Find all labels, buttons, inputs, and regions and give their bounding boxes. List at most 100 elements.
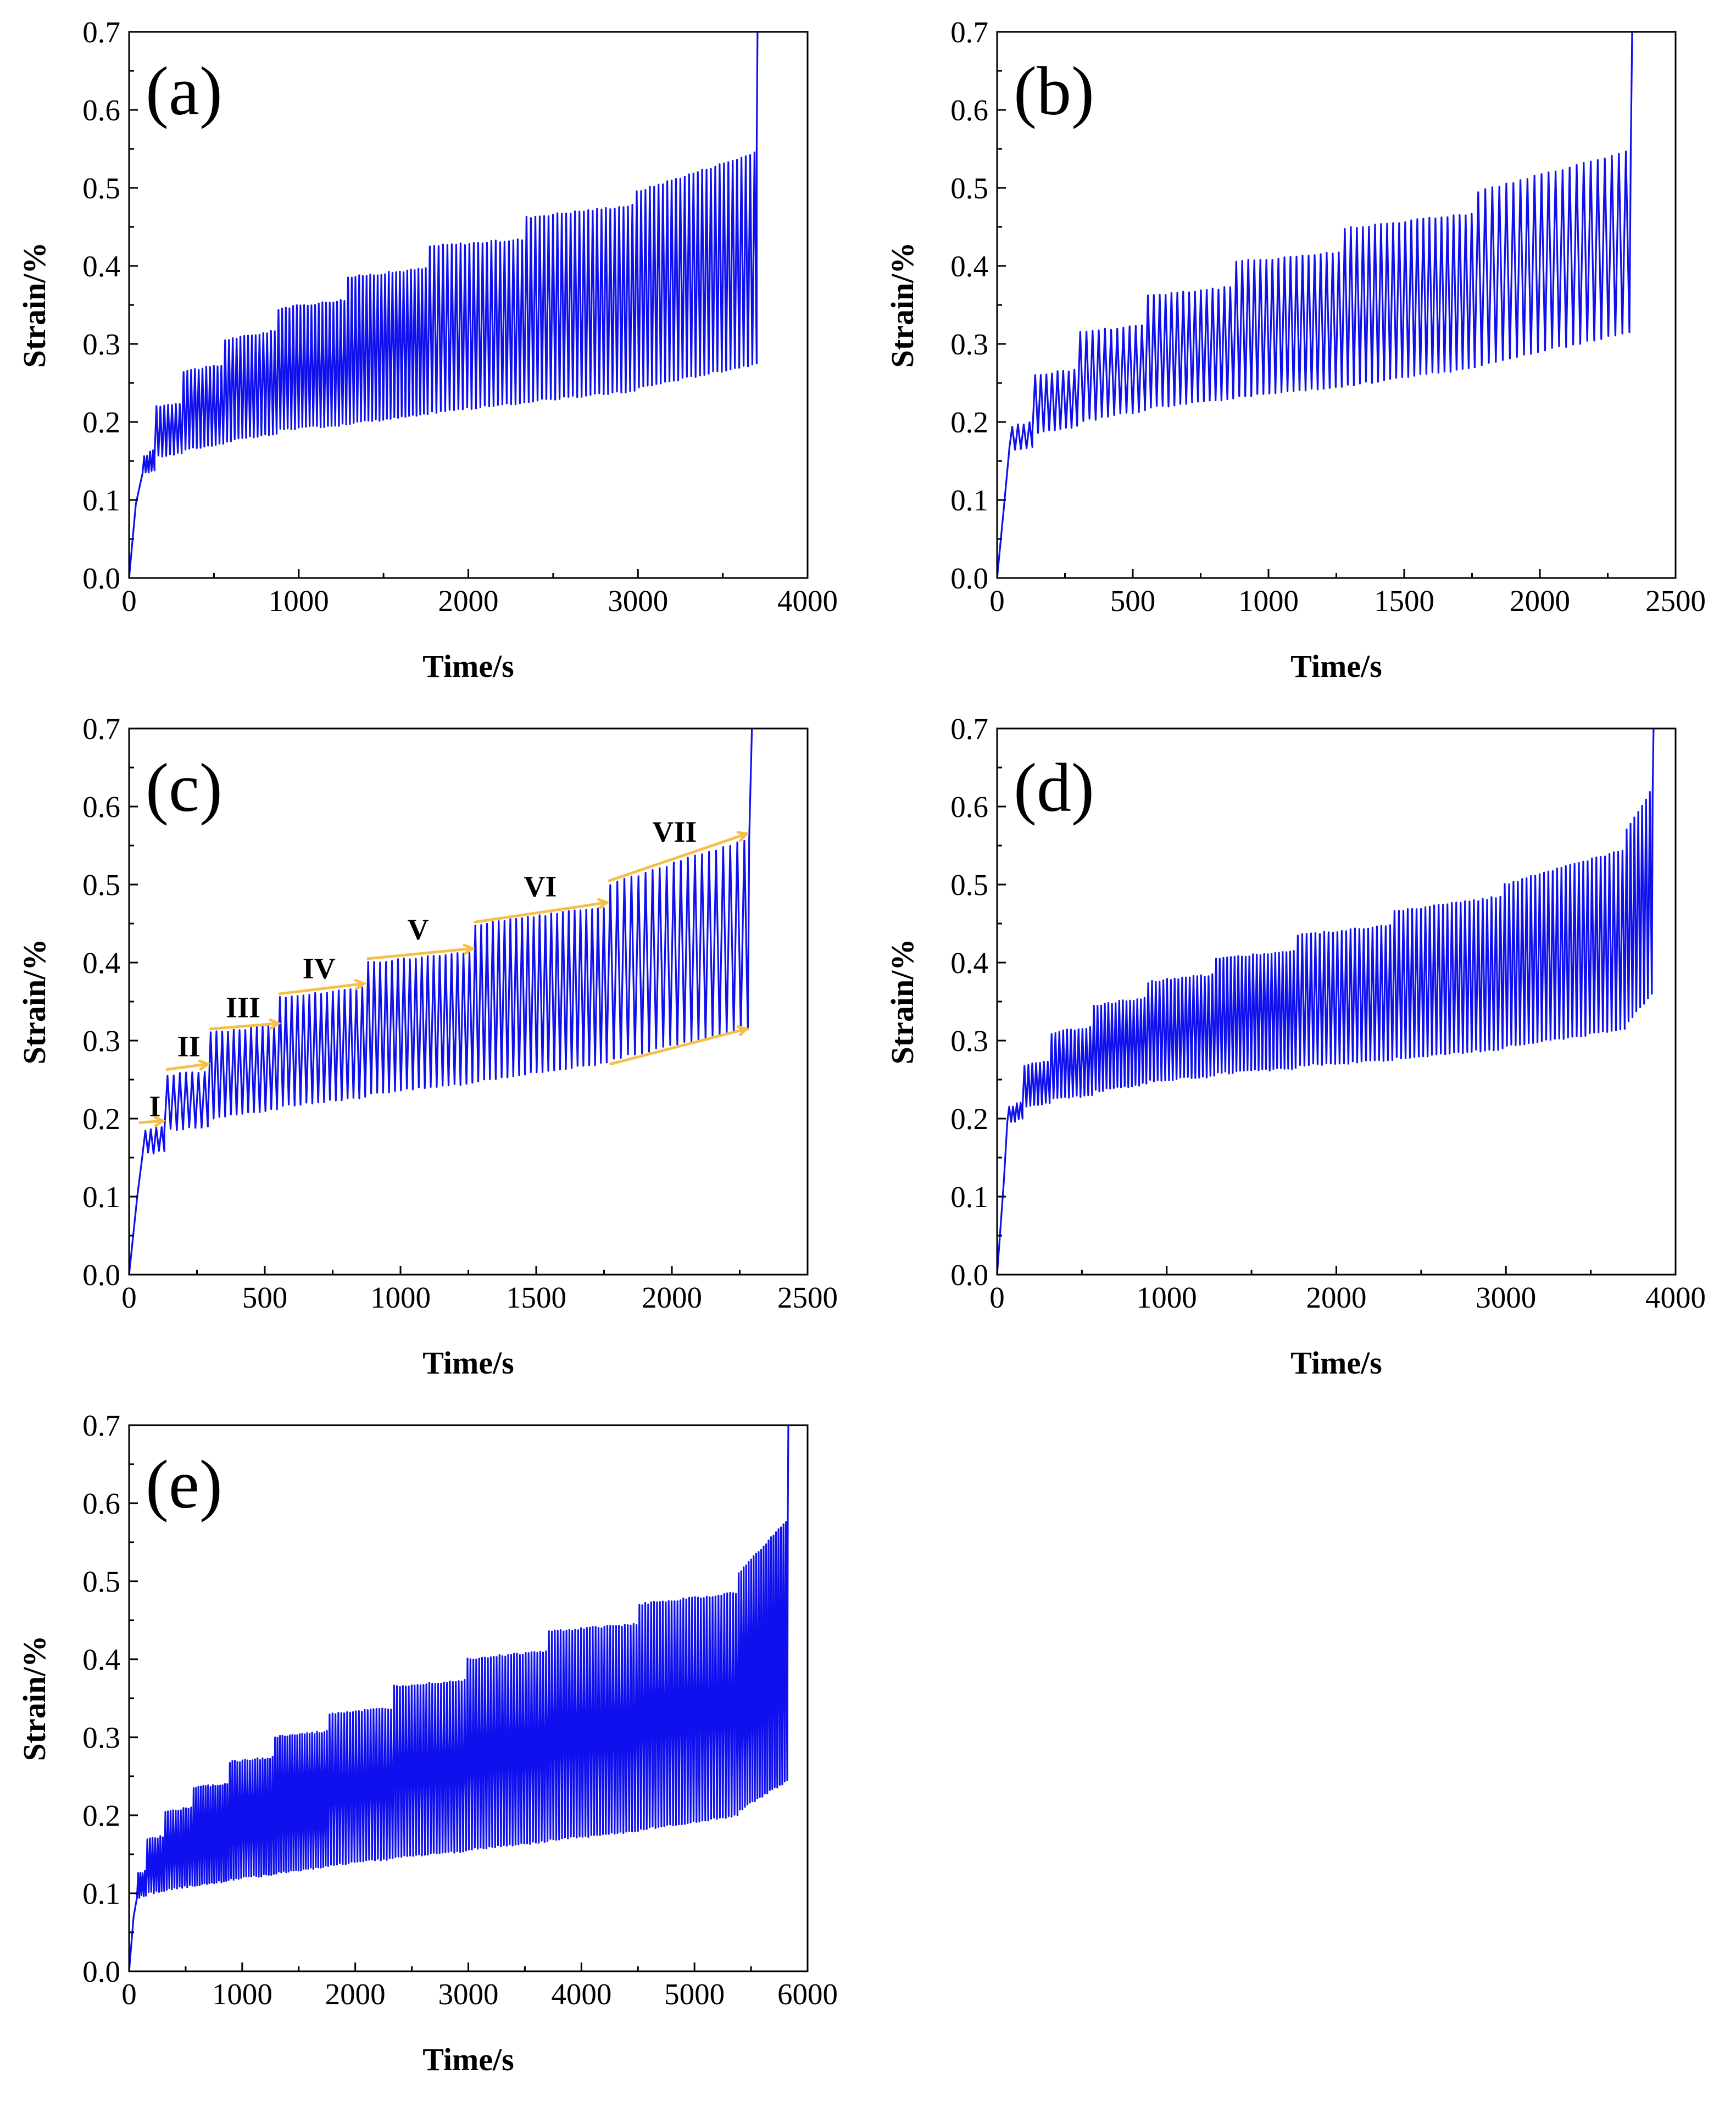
stage-arrow-head [597,898,610,909]
stage-arrow-head [354,979,367,991]
y-tick-label: 0.1 [950,1180,988,1214]
series-group [997,32,1633,578]
stage-label: III [226,991,260,1024]
x-axis-label: Time/s [422,2042,514,2077]
y-tick-label: 0.2 [82,1799,120,1832]
stage-arrow-head [269,1018,281,1030]
stage-arrow-head [198,1059,211,1071]
y-tick-label: 0.5 [82,1565,120,1598]
y-tick-label: 0.6 [82,1487,120,1520]
x-tick-label: 0 [121,584,137,618]
y-tick-label: 0.1 [82,1877,120,1910]
stage-arrow [608,832,748,882]
y-tick-label: 0.0 [950,562,988,595]
y-axis-label: Strain/% [16,242,52,368]
y-tick-label: 0.2 [82,1102,120,1136]
y-tick-label: 0.2 [950,1102,988,1136]
strain-series-line [997,729,1655,1275]
chart-svg-a: 0 1000 2000 3000 4000 0.0 0.1 0.2 0.3 0.4 0.5 0.6 0.… [16,15,838,684]
x-tick-label: 2500 [777,1281,838,1314]
y-tick-label: 0.4 [950,946,988,980]
y-axis-label: Strain/% [16,1636,52,1761]
chart-panel-a: 0 1000 2000 3000 4000 0.0 0.1 0.2 0.3 0.4 0.5 0.6 0.… [0,0,868,697]
strain-series-line [129,1425,789,1971]
strain-series-line [997,32,1633,578]
y-tick-label: 0.0 [82,562,120,595]
chart-svg-e: 0 1000 2000 3000 4000 5000 6000 0.0 0.1 0.2 0.3 0.4… [16,1409,838,2077]
x-axis-label: Time/s [422,1345,514,1381]
y-axis-label: Strain/% [884,242,920,368]
x-tick-label: 2000 [1306,1281,1367,1314]
stage-arrow [609,1027,748,1066]
x-tick-label: 1500 [506,1281,566,1314]
stage-label: VI [524,870,557,903]
x-tick-label: 0 [121,1977,137,2011]
y-tick-label: 0.1 [82,1180,120,1214]
y-tick-label: 0.7 [950,712,988,746]
x-axis-label: Time/s [1290,1345,1382,1381]
y-tick-label: 0.3 [82,327,120,361]
x-tick-label: 1000 [1238,584,1299,618]
y-tick-label: 0.5 [950,868,988,902]
chart-svg-d: 0 1000 2000 3000 4000 0.0 0.1 0.2 0.3 0.4 0.5 0.6 0.… [884,712,1706,1381]
x-tick-label: 4000 [1645,1281,1706,1314]
x-tick-label: 500 [1110,584,1156,618]
x-tick-label: 2000 [1510,584,1570,618]
stage-label: I [149,1090,160,1123]
x-tick-label: 1000 [1137,1281,1197,1314]
stage-arrow-head [463,943,476,955]
y-tick-label: 0.4 [82,1643,120,1676]
stage-arrow [209,1022,280,1031]
x-tick-label: 0 [989,584,1005,618]
panel-label: (c) [146,750,222,826]
panel-label: (b) [1014,53,1094,130]
panel-label: (a) [146,53,222,130]
stage-arrow [138,1119,165,1124]
y-tick-label: 0.6 [82,93,120,127]
y-tick-label: 0.3 [82,1024,120,1058]
y-tick-label: 0.1 [82,483,120,517]
y-tick-label: 0.0 [950,1258,988,1292]
y-tick-label: 0.5 [82,171,120,205]
x-tick-label: 6000 [777,1977,838,2011]
x-axis-label: Time/s [422,648,514,684]
x-tick-label: 4000 [777,584,838,618]
strain-series-line [129,32,759,578]
x-tick-label: 3000 [608,584,668,618]
y-tick-label: 0.0 [82,1258,120,1292]
stage-label: V [408,913,429,946]
x-tick-label: 1000 [269,584,329,618]
x-tick-label: 0 [121,1281,137,1314]
y-tick-label: 0.3 [82,1721,120,1754]
x-axis-label: Time/s [1290,648,1382,684]
chart-panel-c: I II III IV V VI VII 0 500 1000 1500 2000 2500 0.0 0.1… [0,697,868,1393]
stage-label: VII [652,815,697,848]
stage-arrow [474,901,608,924]
y-tick-label: 0.6 [950,790,988,824]
y-tick-label: 0.4 [82,946,120,980]
y-tick-label: 0.4 [82,249,120,283]
x-tick-label: 2500 [1645,584,1706,618]
y-tick-label: 0.3 [950,1024,988,1058]
chart-panel-b: 0 500 1000 1500 2000 2500 0.0 0.1 0.2 0.3 0.4 0.5 0.… [868,0,1736,697]
x-tick-label: 5000 [664,1977,725,2011]
y-tick-label: 0.5 [950,171,988,205]
x-tick-label: 1000 [370,1281,431,1314]
y-tick-label: 0.2 [82,405,120,439]
y-tick-label: 0.6 [950,93,988,127]
x-tick-label: 4000 [551,1977,611,2011]
panel-label: (e) [146,1447,222,1523]
y-tick-label: 0.5 [82,868,120,902]
chart-panel-e: 0 1000 2000 3000 4000 5000 6000 0.0 0.1 0.2 0.3 0.4… [0,1393,868,2090]
stage-arrow-head [736,1025,749,1037]
stage-arrow-head [736,831,749,842]
x-tick-label: 2000 [325,1977,386,2011]
stage-label: IV [303,952,336,985]
stage-arrow [165,1063,209,1071]
y-tick-label: 0.7 [82,712,120,746]
chart-svg-b: 0 500 1000 1500 2000 2500 0.0 0.1 0.2 0.3 0.4 0.5 0.… [884,15,1706,684]
series-group [129,729,753,1275]
stage-arrow-head [153,1116,166,1127]
y-tick-label: 0.2 [950,405,988,439]
x-tick-label: 0 [989,1281,1005,1314]
